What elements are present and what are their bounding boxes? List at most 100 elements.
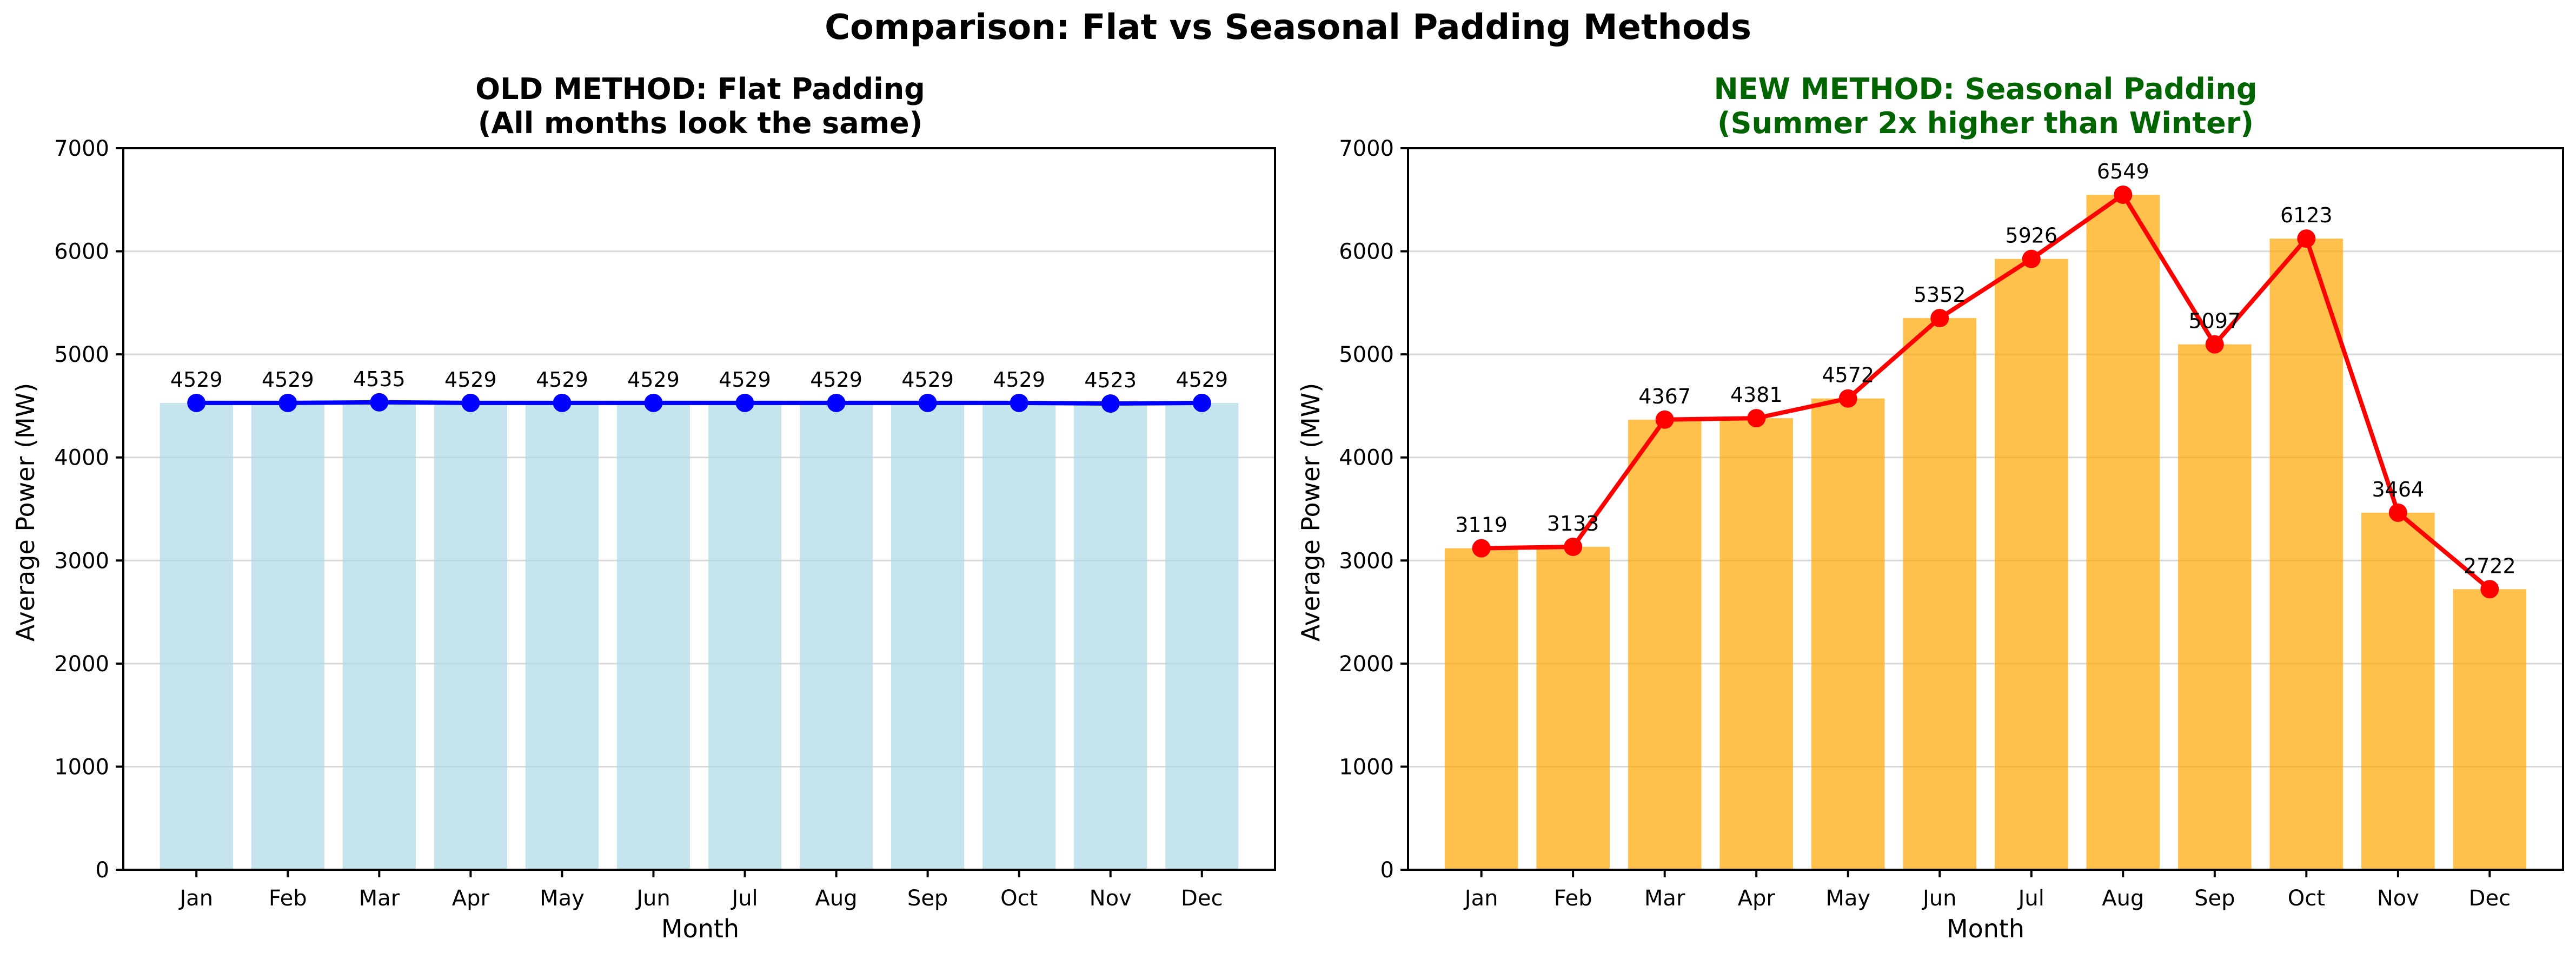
- y-tick-label-new: 7000: [1339, 136, 1394, 161]
- x-tick-label-old-sep: Sep: [907, 886, 948, 911]
- y-tick-label-old: 0: [96, 858, 109, 883]
- point-new-sep: [2205, 335, 2224, 354]
- data-label-new-jul: 5926: [2005, 224, 2057, 248]
- y-tick-label-new: 6000: [1339, 240, 1394, 264]
- point-new-jun: [1930, 309, 1949, 328]
- chart-title-old: OLD METHOD: Flat Padding: [475, 72, 925, 106]
- y-axis-label-old: Average Power (MW): [11, 383, 40, 641]
- data-label-old-may: 4529: [536, 368, 588, 392]
- x-tick-label-new-apr: Apr: [1738, 886, 1776, 911]
- data-label-old-aug: 4529: [810, 368, 862, 392]
- chart-subtitle-new: (Summer 2x higher than Winter): [1717, 106, 2254, 140]
- x-tick-label-new-jan: Jan: [1463, 886, 1498, 911]
- data-label-old-jan: 4529: [170, 368, 223, 392]
- data-label-new-may: 4572: [1822, 363, 1874, 387]
- data-label-old-nov: 4523: [1084, 368, 1137, 392]
- x-tick-label-old-feb: Feb: [269, 886, 307, 911]
- data-label-new-jan: 3119: [1455, 513, 1508, 537]
- point-old-oct: [1010, 393, 1028, 412]
- data-label-new-sep: 5097: [2188, 309, 2241, 333]
- bar-new-sep: [2178, 344, 2252, 870]
- point-new-jul: [2022, 249, 2041, 268]
- point-new-may: [1838, 389, 1857, 408]
- bar-new-jan: [1444, 548, 1518, 870]
- series-line-old: [196, 400, 1202, 406]
- x-tick-label-new-jun: Jun: [1921, 886, 1957, 911]
- data-label-new-feb: 3133: [1547, 512, 1599, 535]
- point-new-apr: [1747, 409, 1766, 428]
- x-tick-label-new-feb: Feb: [1554, 886, 1592, 911]
- data-label-old-sep: 4529: [901, 368, 954, 392]
- plot-frame-new: [1407, 147, 2564, 871]
- figure-title: Comparison: Flat vs Seasonal Padding Met…: [825, 8, 1751, 48]
- y-tick-label-old: 5000: [54, 342, 109, 367]
- x-tick-label-new-sep: Sep: [2194, 886, 2235, 911]
- data-label-new-nov: 3464: [2372, 478, 2424, 501]
- bar-old-sep: [891, 402, 965, 870]
- point-old-dec: [1192, 393, 1211, 412]
- bar-new-apr: [1719, 418, 1793, 870]
- point-new-dec: [2480, 580, 2499, 599]
- plot-frame-old: [122, 147, 1276, 871]
- point-old-mar: [370, 393, 389, 412]
- x-axis-label-old: Month: [661, 914, 739, 943]
- y-tick-label-old: 3000: [54, 548, 109, 573]
- bar-old-jan: [160, 402, 233, 870]
- y-tick-label-old: 2000: [54, 652, 109, 677]
- y-tick-label-old: 7000: [54, 136, 109, 161]
- point-new-jan: [1472, 539, 1491, 558]
- point-old-jan: [187, 393, 206, 412]
- bar-new-mar: [1628, 419, 1702, 870]
- data-label-old-jun: 4529: [627, 368, 680, 392]
- data-label-new-oct: 6123: [2280, 203, 2333, 227]
- y-tick-label-new: 1000: [1339, 755, 1394, 779]
- x-tick-label-old-jan: Jan: [178, 886, 213, 911]
- point-old-feb: [278, 393, 297, 412]
- bar-new-nov: [2361, 512, 2435, 870]
- x-tick-label-old-oct: Oct: [1000, 886, 1038, 911]
- x-tick-label-new-oct: Oct: [2288, 886, 2325, 911]
- y-tick-label-old: 6000: [54, 240, 109, 264]
- x-tick-label-new-may: May: [1825, 886, 1870, 911]
- y-tick-label-new: 5000: [1339, 342, 1394, 367]
- x-axis-label-new: Month: [1947, 914, 2024, 943]
- chart-panel-old-method: OLD METHOD: Flat Padding (All months loo…: [11, 72, 1276, 943]
- data-label-new-mar: 4367: [1638, 385, 1691, 408]
- x-tick-label-new-dec: Dec: [2469, 886, 2511, 911]
- x-tick-label-old-jun: Jun: [635, 886, 670, 911]
- data-label-new-dec: 2722: [2464, 554, 2516, 578]
- point-new-nov: [2388, 503, 2407, 522]
- point-old-jun: [644, 393, 663, 412]
- x-tick-label-old-jul: Jul: [730, 886, 758, 911]
- data-label-new-jun: 5352: [1914, 283, 1966, 307]
- data-label-new-apr: 4381: [1730, 383, 1783, 407]
- chart-title-new: NEW METHOD: Seasonal Padding: [1714, 72, 2257, 106]
- data-label-old-jul: 4529: [719, 368, 771, 392]
- bar-old-oct: [982, 402, 1056, 870]
- chart-panel-new-method: NEW METHOD: Seasonal Padding (Summer 2x …: [1296, 72, 2564, 943]
- y-tick-label-old: 1000: [54, 755, 109, 779]
- point-old-may: [553, 393, 572, 412]
- x-tick-label-old-apr: Apr: [452, 886, 490, 911]
- data-label-old-oct: 4529: [993, 368, 1045, 392]
- bar-new-feb: [1536, 546, 1610, 870]
- bar-old-nov: [1074, 404, 1147, 870]
- bar-old-mar: [342, 402, 416, 870]
- x-tick-label-old-dec: Dec: [1181, 886, 1223, 911]
- x-tick-label-new-nov: Nov: [2377, 886, 2419, 911]
- point-old-nov: [1101, 394, 1120, 413]
- chart-subtitle-old: (All months look the same): [478, 106, 923, 140]
- bar-old-jun: [616, 402, 691, 870]
- x-tick-label-old-may: May: [540, 886, 585, 911]
- point-old-sep: [918, 393, 937, 412]
- y-axis-label-new: Average Power (MW): [1296, 383, 1325, 641]
- bar-new-may: [1811, 398, 1885, 870]
- bar-old-may: [525, 402, 599, 870]
- y-tick-label-new: 2000: [1339, 652, 1394, 677]
- data-label-old-feb: 4529: [262, 368, 314, 392]
- bar-new-dec: [2453, 589, 2527, 870]
- y-tick-label-new: 0: [1380, 858, 1394, 883]
- y-tick-label-new: 3000: [1339, 548, 1394, 573]
- data-label-new-aug: 6549: [2097, 160, 2149, 183]
- bar-old-apr: [434, 402, 507, 870]
